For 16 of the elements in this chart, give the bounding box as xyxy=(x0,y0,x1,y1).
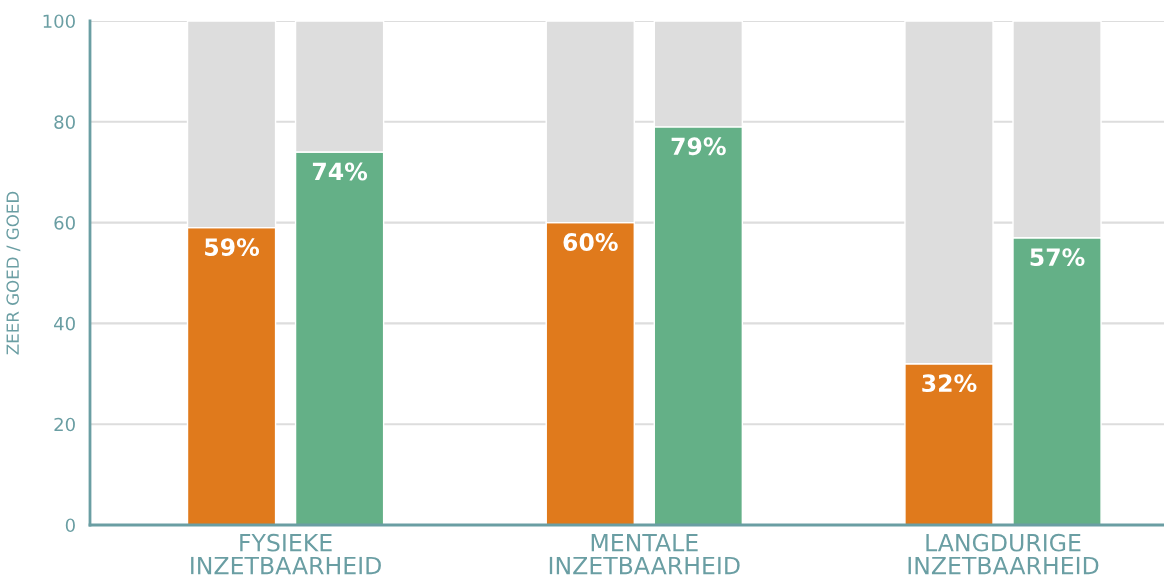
text: FYSIEKE INZETBAARHEID xyxy=(191,533,381,575)
data-label: 74% xyxy=(312,162,368,181)
y-axis-title: ZEER GOED / GOED xyxy=(6,191,21,355)
data-label: 57% xyxy=(1030,248,1085,267)
text: MENTALE INZETBAARHEID xyxy=(549,534,740,575)
y-tick-label: 0 xyxy=(65,518,75,533)
data-label: 32% xyxy=(922,374,977,393)
data-label: 79% xyxy=(671,137,726,156)
y-tick-label: 100 xyxy=(43,14,75,29)
y-tick-label: 40 xyxy=(54,316,75,331)
text: LANGDURIGE INZETBAARHEID xyxy=(908,533,1099,575)
y-tick-label: 20 xyxy=(54,417,75,432)
data-label: 60% xyxy=(563,233,618,251)
y-tick-label: 80 xyxy=(54,115,75,129)
y-tick-label: 60 xyxy=(54,216,75,230)
data-label: 59% xyxy=(205,238,260,256)
